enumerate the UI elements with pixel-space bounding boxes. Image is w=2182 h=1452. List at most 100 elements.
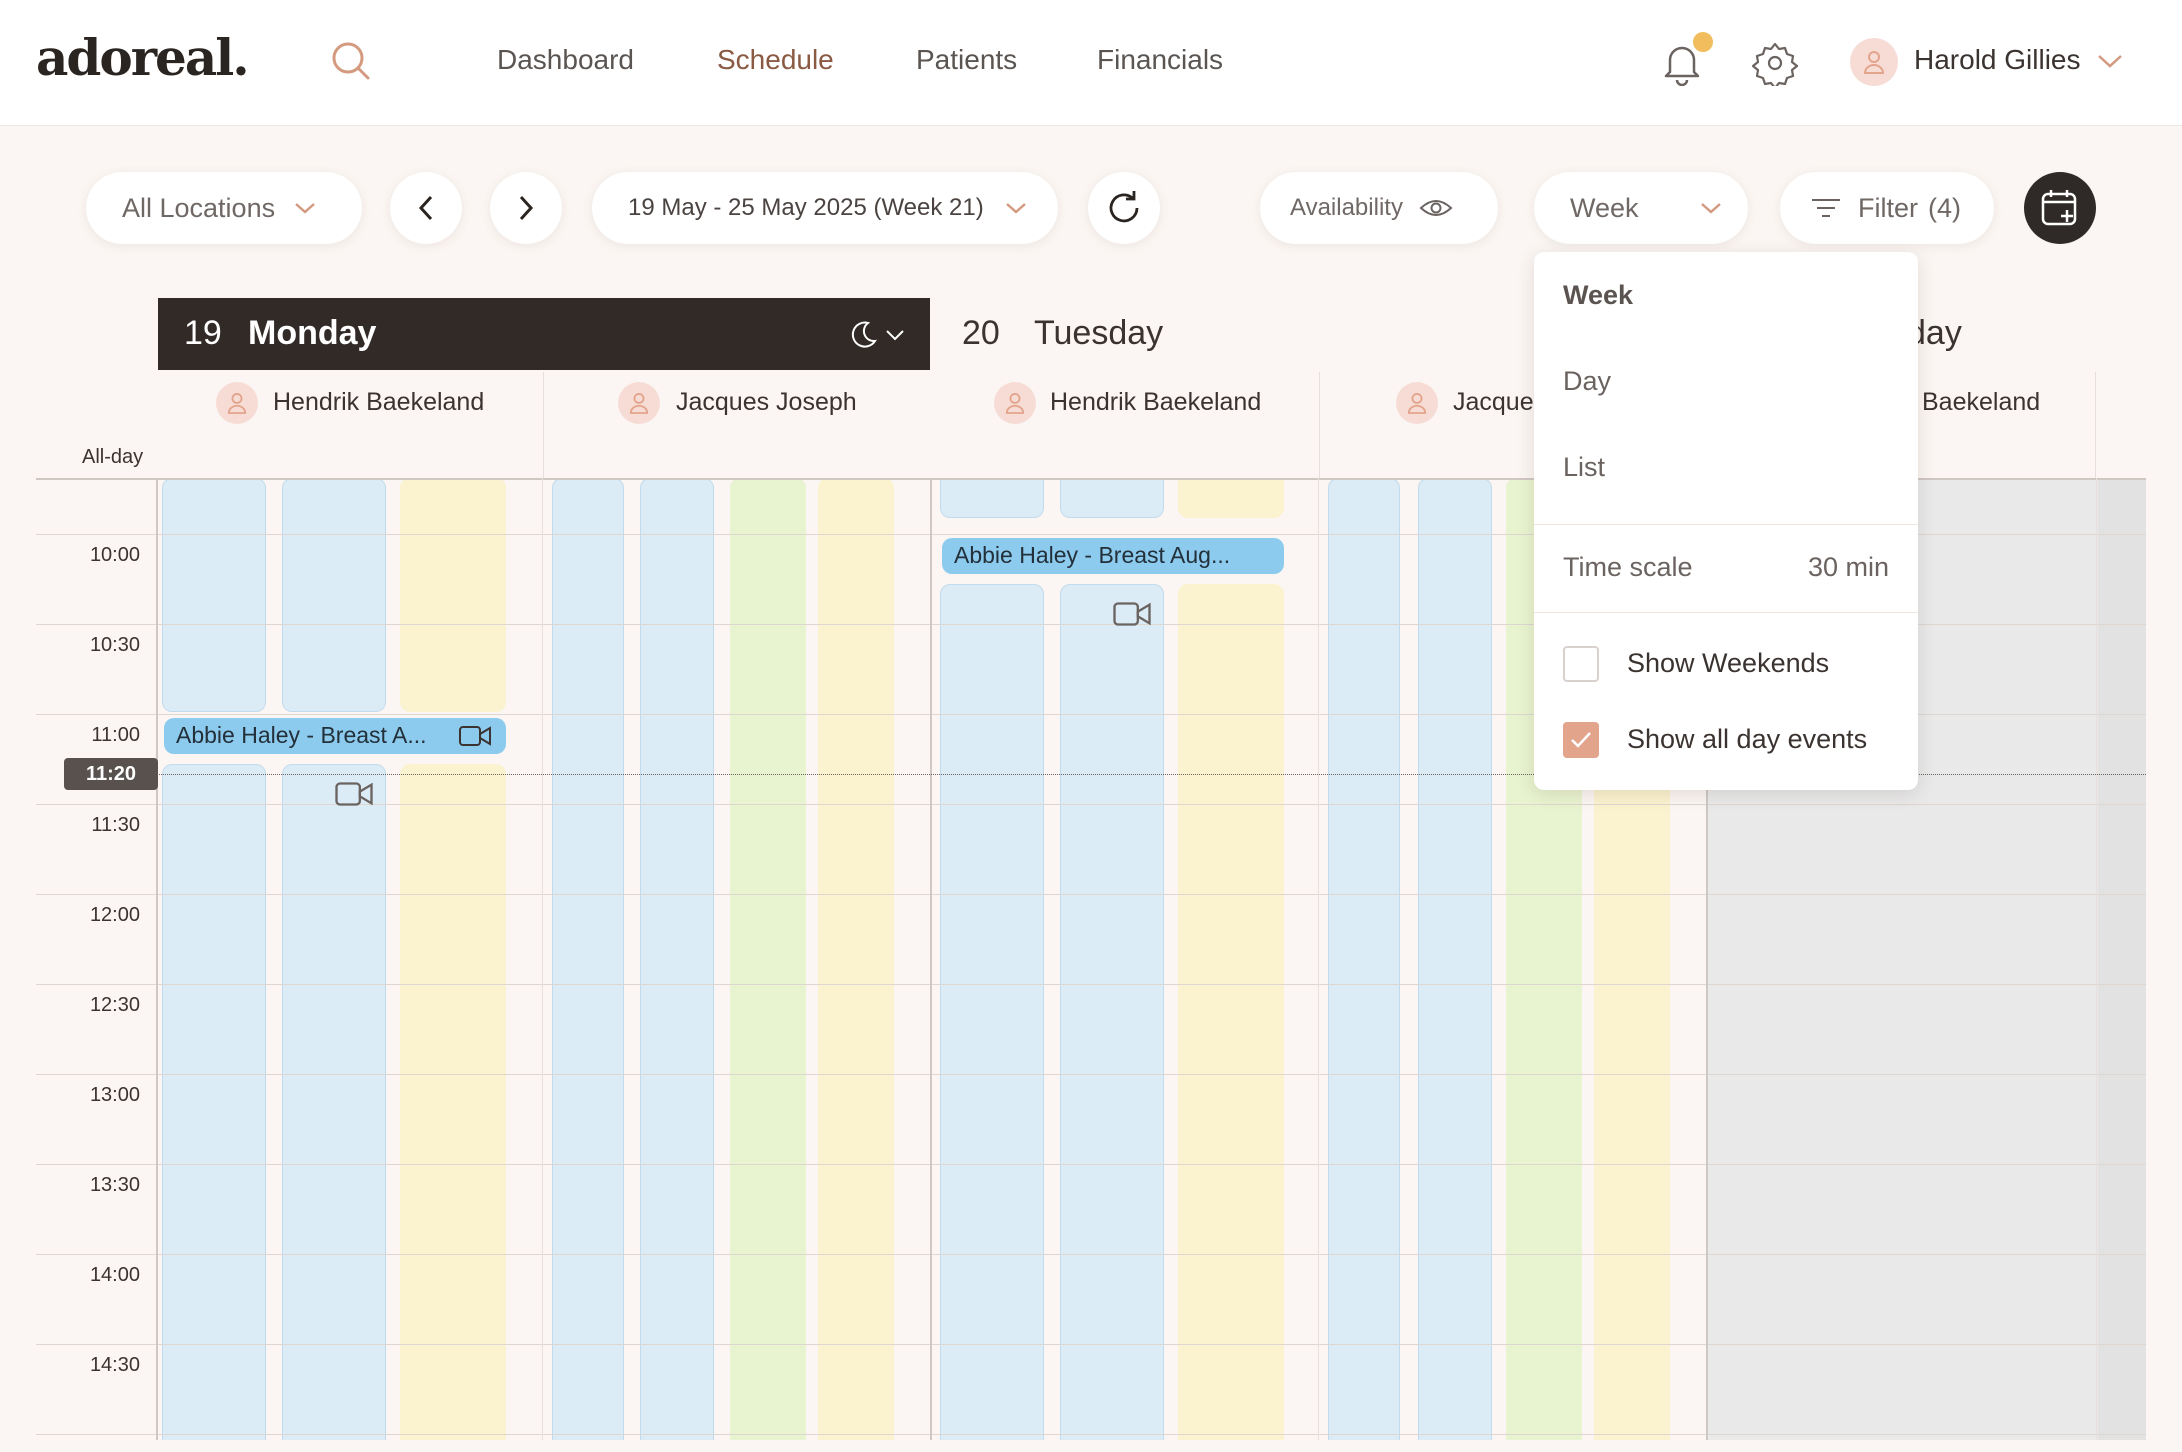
availability-slot[interactable] [940, 478, 1044, 518]
availability-slot[interactable] [730, 478, 806, 1440]
grid-line [2096, 478, 2097, 1440]
appointment-event[interactable]: Abbie Haley - Breast Aug... [942, 538, 1284, 574]
view-option-week[interactable]: Week [1563, 280, 1634, 310]
schedule-grid[interactable] [36, 478, 2146, 1440]
top-nav: adoreal. Dashboard Schedule Patients Fin… [0, 0, 2182, 126]
provider-column-header[interactable]: Jacques Joseph [544, 372, 930, 478]
availability-slot[interactable] [162, 478, 266, 712]
availability-slot[interactable] [940, 584, 1044, 1440]
nav-schedule[interactable]: Schedule [717, 44, 834, 75]
calendar-plus-icon [2041, 190, 2077, 226]
grid-line [36, 984, 2146, 985]
grid-line [36, 478, 2146, 480]
grid-line [542, 478, 543, 1440]
logo[interactable]: adoreal. [36, 28, 250, 87]
availability-slot[interactable] [818, 478, 894, 1440]
chevron-down-icon [293, 200, 317, 216]
view-option-day[interactable]: Day [1563, 366, 1612, 396]
filter-button[interactable]: Filter (4) [1780, 172, 1994, 244]
time-scale-value[interactable]: 30 min [1807, 552, 1889, 582]
time-label: 12:00 [89, 904, 140, 926]
new-appointment-button[interactable] [2024, 172, 2096, 244]
view-select-label: Week [1570, 192, 1639, 223]
notification-dot [1693, 32, 1713, 52]
current-time-line [156, 774, 2146, 775]
time-label: 10:00 [89, 544, 140, 566]
availability-slot[interactable] [282, 764, 386, 1440]
show-all-day-checkbox[interactable] [1563, 722, 1599, 758]
day-header-monday[interactable]: 19 Monday [158, 298, 930, 370]
video-camera-icon[interactable] [334, 780, 374, 808]
availability-slot[interactable] [1328, 478, 1400, 1440]
date-range-select[interactable]: 19 May - 25 May 2025 (Week 21) [592, 172, 1058, 244]
unavailable-column [2098, 478, 2146, 1440]
availability-toggle[interactable]: Availability [1260, 172, 1498, 244]
chevron-down-icon[interactable] [2096, 52, 2124, 70]
provider-column-header[interactable]: Jacque [1320, 372, 1534, 478]
gear-icon[interactable] [1752, 40, 1798, 86]
show-weekends-label[interactable]: Show Weekends [1627, 648, 1830, 678]
availability-slot[interactable] [400, 478, 506, 712]
availability-slot[interactable] [400, 764, 506, 1440]
availability-slot[interactable] [162, 764, 266, 1440]
event-title: Abbie Haley - Breast A... [176, 722, 427, 748]
grid-line [36, 714, 2146, 715]
nav-dashboard[interactable]: Dashboard [497, 44, 634, 75]
availability-slot[interactable] [1178, 478, 1284, 518]
day-name: Tuesday [1034, 314, 1164, 352]
provider-column-header[interactable]: Baekeland [1918, 372, 2096, 478]
provider-column-header[interactable]: Hendrik Baekeland [932, 372, 1320, 478]
filter-icon [1810, 196, 1842, 220]
availability-slot[interactable] [552, 478, 624, 1440]
moon-icon[interactable] [848, 320, 878, 350]
check-icon [1571, 732, 1591, 748]
view-option-list[interactable]: List [1563, 452, 1606, 482]
availability-slot[interactable] [282, 478, 386, 712]
availability-slot[interactable] [640, 478, 714, 1440]
prev-week-button[interactable] [390, 172, 462, 244]
nav-financials[interactable]: Financials [1097, 44, 1224, 75]
view-dropdown-menu: Week Day List Time scale 30 min Show Wee… [1534, 252, 1918, 790]
nav-patients[interactable]: Patients [916, 44, 1018, 75]
video-camera-icon[interactable] [1112, 600, 1152, 628]
time-label: 14:00 [89, 1264, 140, 1286]
location-select-label: All Locations [122, 192, 276, 223]
availability-slot[interactable] [1060, 478, 1164, 518]
chevron-down-icon [1004, 200, 1028, 216]
grid-line [36, 534, 2146, 535]
location-select[interactable]: All Locations [86, 172, 362, 244]
video-camera-icon[interactable] [458, 724, 492, 748]
grid-line [930, 478, 932, 1440]
provider-avatar [216, 382, 258, 424]
provider-column-header[interactable]: Hendrik Baekeland [158, 372, 544, 478]
chevron-down-icon[interactable] [884, 328, 906, 342]
day-header-wednesday[interactable]: sday [1890, 298, 2146, 370]
filter-label: Filter [1858, 192, 1918, 223]
grid-line [1318, 478, 1319, 1440]
show-weekends-checkbox[interactable] [1563, 646, 1599, 682]
eye-icon [1419, 196, 1453, 220]
grid-line [36, 1074, 2146, 1075]
next-week-button[interactable] [490, 172, 562, 244]
day-header-tuesday[interactable]: 20 Tuesday [932, 298, 1532, 370]
availability-slot[interactable] [1178, 584, 1284, 1440]
all-day-label: All-day [82, 446, 144, 468]
grid-line [36, 1434, 2146, 1435]
current-time-badge: 11:20 [64, 758, 158, 790]
provider-name: Jacque [1453, 388, 1534, 416]
user-name[interactable]: Harold Gillies [1914, 44, 2081, 75]
grid-line [36, 804, 2146, 805]
search-icon[interactable] [330, 40, 372, 82]
bell-icon[interactable] [1662, 40, 1702, 86]
refresh-button[interactable] [1088, 172, 1160, 244]
show-all-day-label[interactable]: Show all day events [1627, 724, 1868, 754]
chevron-down-icon [1699, 200, 1723, 216]
provider-avatar [618, 382, 660, 424]
provider-name: Hendrik Baekeland [273, 388, 485, 416]
user-avatar[interactable] [1850, 38, 1898, 86]
appointment-event[interactable]: Abbie Haley - Breast A... [164, 718, 506, 754]
availability-slot[interactable] [1418, 478, 1492, 1440]
view-select[interactable]: Week [1534, 172, 1748, 244]
availability-slot[interactable] [1060, 584, 1164, 1440]
time-scale-label[interactable]: Time scale [1563, 552, 1693, 582]
